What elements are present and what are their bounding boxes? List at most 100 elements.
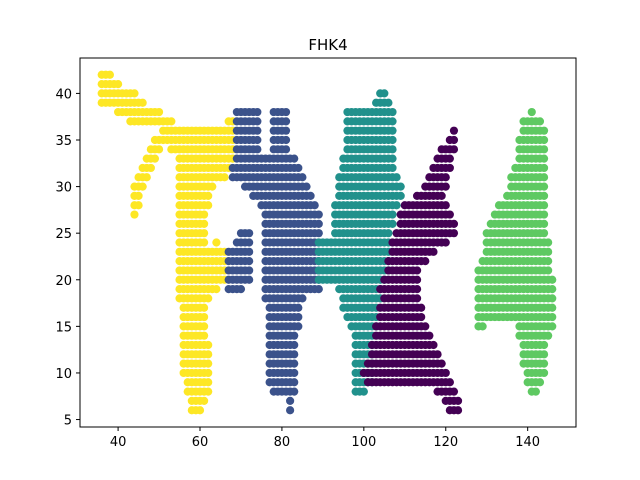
data-point xyxy=(412,266,422,275)
y-tick-label: 25 xyxy=(55,227,72,242)
data-point xyxy=(200,238,209,247)
data-point xyxy=(359,387,368,396)
data-point xyxy=(539,210,549,219)
data-point xyxy=(154,145,164,154)
data-point xyxy=(417,312,426,322)
data-point xyxy=(453,396,463,406)
x-axis: 40 60 80 100 120 140 xyxy=(110,427,540,450)
series-1 xyxy=(224,107,323,415)
data-point xyxy=(204,359,213,368)
data-point xyxy=(314,210,323,219)
data-point xyxy=(544,247,553,256)
data-point xyxy=(421,322,430,331)
data-point xyxy=(535,117,545,126)
data-point xyxy=(298,294,307,303)
data-point xyxy=(294,322,303,331)
data-point xyxy=(388,145,397,154)
data-point xyxy=(380,89,389,98)
x-tick-label: 40 xyxy=(110,435,127,450)
data-point xyxy=(220,173,229,182)
data-point xyxy=(388,163,397,173)
data-point xyxy=(195,406,205,415)
y-tick-label: 20 xyxy=(55,274,72,289)
data-point xyxy=(449,219,459,228)
data-point xyxy=(154,107,164,117)
data-point xyxy=(204,191,213,201)
data-point xyxy=(281,145,291,154)
data-point xyxy=(290,331,299,340)
data-point xyxy=(539,163,549,173)
data-point xyxy=(281,135,291,145)
data-point xyxy=(306,191,315,201)
data-point xyxy=(544,238,553,247)
data-point xyxy=(548,303,557,312)
data-point xyxy=(384,229,393,238)
data-point xyxy=(531,387,540,396)
data-point xyxy=(290,378,299,387)
data-point xyxy=(539,229,549,238)
data-point xyxy=(212,284,221,294)
data-point xyxy=(290,340,299,350)
data-point xyxy=(204,368,213,378)
data-point xyxy=(294,163,303,173)
data-point xyxy=(290,359,299,368)
data-point xyxy=(200,322,209,331)
data-point xyxy=(388,135,397,145)
data-point xyxy=(245,229,254,238)
data-point xyxy=(441,368,450,378)
data-point xyxy=(286,396,295,406)
data-point xyxy=(384,98,393,107)
data-point xyxy=(281,126,291,135)
data-point xyxy=(138,182,147,191)
data-point xyxy=(245,247,254,256)
y-axis: 5 10 15 20 25 30 35 40 xyxy=(55,87,80,429)
data-point xyxy=(142,173,151,182)
y-tick-label: 15 xyxy=(55,320,72,335)
data-point xyxy=(310,201,319,210)
data-point xyxy=(388,154,397,163)
data-point xyxy=(544,331,553,340)
data-point xyxy=(134,191,143,201)
data-point xyxy=(314,219,323,228)
data-point xyxy=(445,163,454,173)
data-point xyxy=(441,182,450,191)
data-point xyxy=(253,135,262,145)
data-point xyxy=(245,275,254,284)
data-point xyxy=(302,182,311,191)
data-point xyxy=(200,312,209,322)
data-point xyxy=(294,303,303,312)
series-3 xyxy=(359,126,463,415)
series-4 xyxy=(474,107,557,396)
data-point xyxy=(539,350,549,359)
data-point xyxy=(281,107,291,117)
data-point xyxy=(437,191,446,201)
x-tick-label: 80 xyxy=(274,435,291,450)
plot-frame xyxy=(79,57,577,428)
y-tick-label: 40 xyxy=(55,87,72,102)
data-point xyxy=(388,126,397,135)
data-point xyxy=(548,294,557,303)
data-point xyxy=(441,173,450,182)
data-point xyxy=(200,331,209,340)
data-point xyxy=(539,359,549,368)
data-point xyxy=(478,322,487,331)
data-point xyxy=(200,219,209,228)
y-tick-label: 10 xyxy=(55,367,72,382)
data-point xyxy=(539,173,549,182)
data-point xyxy=(396,191,405,201)
data-point xyxy=(544,257,553,266)
data-point xyxy=(146,163,155,173)
data-point xyxy=(134,201,143,210)
data-point xyxy=(449,135,459,145)
data-point xyxy=(548,312,557,322)
data-point xyxy=(245,257,254,266)
x-tick-label: 140 xyxy=(515,435,540,450)
data-point xyxy=(130,210,139,219)
data-points xyxy=(97,70,557,415)
data-point xyxy=(539,145,549,154)
data-point xyxy=(445,154,454,163)
data-point xyxy=(392,201,401,210)
data-point xyxy=(200,229,209,238)
data-point xyxy=(548,322,557,331)
data-point xyxy=(412,294,422,303)
